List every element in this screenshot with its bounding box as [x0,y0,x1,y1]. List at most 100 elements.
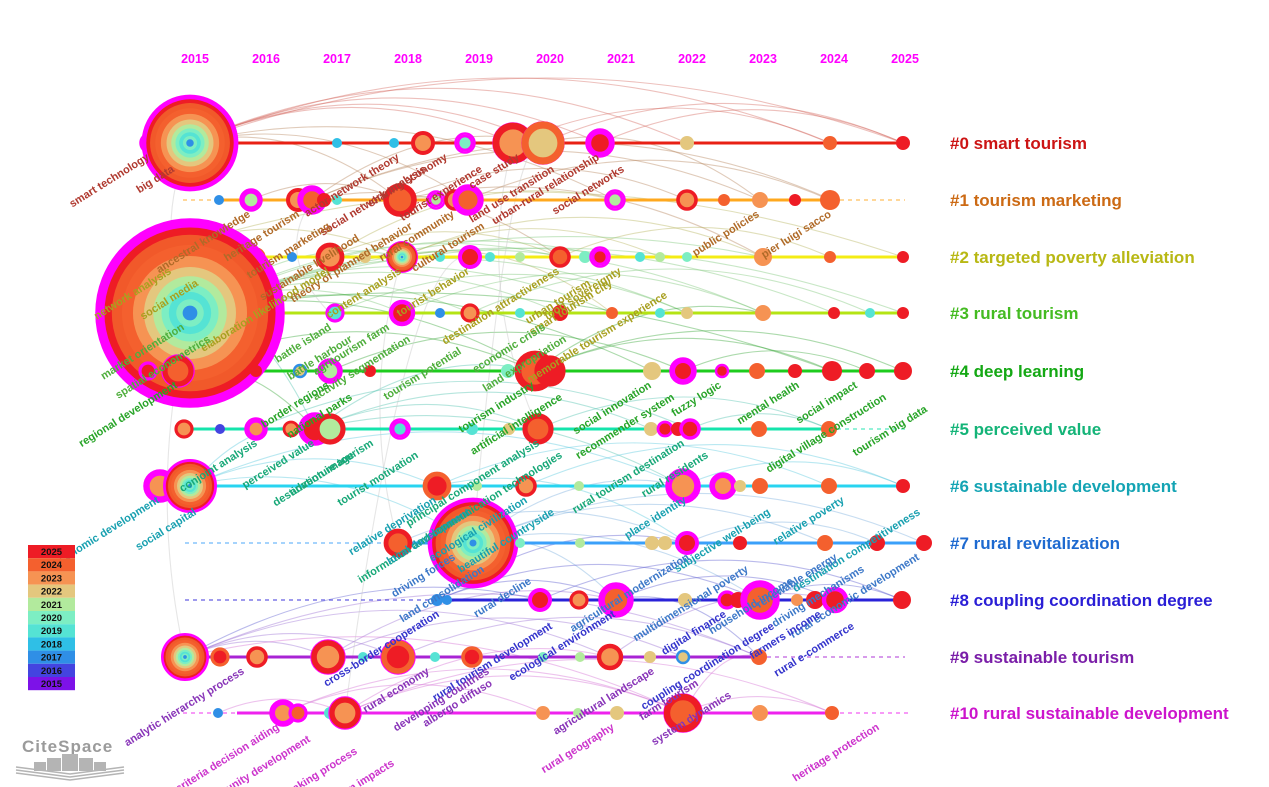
keyword-node[interactable] [574,481,584,491]
cluster-title-8[interactable]: #8 coupling coordination degree [950,591,1213,610]
keyword-node[interactable] [552,305,568,321]
keyword-node[interactable] [522,413,554,445]
keyword-node[interactable] [655,308,665,318]
keyword-node[interactable] [282,420,300,438]
keyword-node[interactable] [515,475,537,497]
keyword-node[interactable] [515,538,525,548]
keyword-node[interactable] [828,307,840,319]
keyword-label[interactable]: smart technology [67,151,152,210]
keyword-label[interactable]: agricultural modernization [568,551,692,635]
keyword-node[interactable] [859,363,875,379]
cluster-title-3[interactable]: #3 rural tourism [950,304,1079,323]
keyword-label[interactable]: rural geography [539,721,617,776]
keyword-node[interactable] [573,708,583,718]
keyword-node[interactable] [515,252,525,262]
keyword-node[interactable] [534,355,566,387]
keyword-node[interactable] [163,459,217,513]
keyword-node[interactable] [658,536,672,550]
keyword-node[interactable] [734,480,746,492]
keyword-node[interactable] [752,705,768,721]
keyword-node[interactable] [806,591,824,609]
keyword-node[interactable] [869,535,885,551]
keyword-label[interactable]: relative poverty [771,494,847,548]
keyword-node[interactable] [682,252,692,262]
cluster-title-1[interactable]: #1 tourism marketing [950,191,1122,210]
keyword-node[interactable] [460,303,480,323]
cluster-title-4[interactable]: #4 deep learning [950,362,1084,381]
keyword-node[interactable] [821,421,837,437]
keyword-node[interactable] [466,423,478,435]
keyword-node[interactable] [606,191,624,209]
keyword-node[interactable] [894,362,912,380]
keyword-node[interactable] [575,538,585,548]
keyword-node[interactable] [666,469,700,503]
keyword-node[interactable] [332,195,342,205]
keyword-node[interactable] [749,363,765,379]
keyword-node[interactable] [138,361,158,381]
keyword-node[interactable] [656,420,674,438]
keyword-node[interactable] [655,252,665,262]
keyword-node[interactable] [586,129,614,157]
keyword-node[interactable] [865,308,875,318]
cluster-title-6[interactable]: #6 sustainable development [950,477,1177,496]
keyword-node[interactable] [754,248,772,266]
keyword-node[interactable] [515,308,525,318]
keyword-node[interactable] [246,646,268,668]
keyword-node[interactable] [431,594,443,606]
keyword-node[interactable] [381,640,415,674]
keyword-node[interactable] [311,640,345,674]
keyword-node[interactable] [893,591,911,609]
keyword-node[interactable] [718,194,730,206]
keyword-node[interactable] [644,422,658,436]
keyword-node[interactable] [174,419,194,439]
keyword-node[interactable] [678,593,692,607]
keyword-node[interactable] [822,361,842,381]
keyword-node[interactable] [679,418,701,440]
keyword-node[interactable] [358,652,368,662]
keyword-label[interactable]: fuzzy logic [670,379,724,419]
keyword-node[interactable] [364,365,376,377]
keyword-node[interactable] [214,195,224,205]
cluster-title-9[interactable]: #9 sustainable tourism [950,648,1134,667]
keyword-node[interactable] [569,590,589,610]
keyword-node[interactable] [740,580,780,620]
keyword-node[interactable] [383,528,413,558]
keyword-node[interactable] [824,251,836,263]
keyword-node[interactable] [528,588,552,612]
keyword-node[interactable] [317,193,331,207]
keyword-node[interactable] [458,245,482,269]
keyword-node[interactable] [549,246,571,268]
keyword-node[interactable] [896,136,910,150]
keyword-node[interactable] [821,586,849,614]
keyword-node[interactable] [897,307,909,319]
keyword-node[interactable] [428,192,444,208]
keyword-node[interactable] [391,420,409,438]
keyword-node[interactable] [591,248,609,266]
keyword-node[interactable] [241,190,261,210]
keyword-node[interactable] [714,363,730,379]
keyword-node[interactable] [675,531,699,555]
keyword-node[interactable] [456,134,474,152]
keyword-node[interactable] [579,251,591,263]
keyword-node[interactable] [663,693,703,733]
keyword-node[interactable] [329,697,361,729]
keyword-node[interactable] [325,303,345,323]
keyword-node[interactable] [789,194,801,206]
keyword-node[interactable] [501,364,515,378]
keyword-node[interactable] [671,359,695,383]
keyword-node[interactable] [896,479,910,493]
keyword-node[interactable] [246,419,266,439]
keyword-node[interactable] [430,652,440,662]
keyword-node[interactable] [536,706,550,720]
cluster-title-7[interactable]: #7 rural revitalization [950,534,1120,553]
keyword-node[interactable] [596,643,624,671]
keyword-node[interactable] [755,305,771,321]
keyword-node[interactable] [897,251,909,263]
keyword-node[interactable] [215,424,225,434]
keyword-node[interactable] [599,583,633,617]
keyword-node[interactable] [332,138,342,148]
keyword-node[interactable] [823,136,837,150]
keyword-node[interactable] [751,649,767,665]
cluster-title-10[interactable]: #10 rural sustainable development [950,704,1229,723]
keyword-node[interactable] [315,242,345,272]
